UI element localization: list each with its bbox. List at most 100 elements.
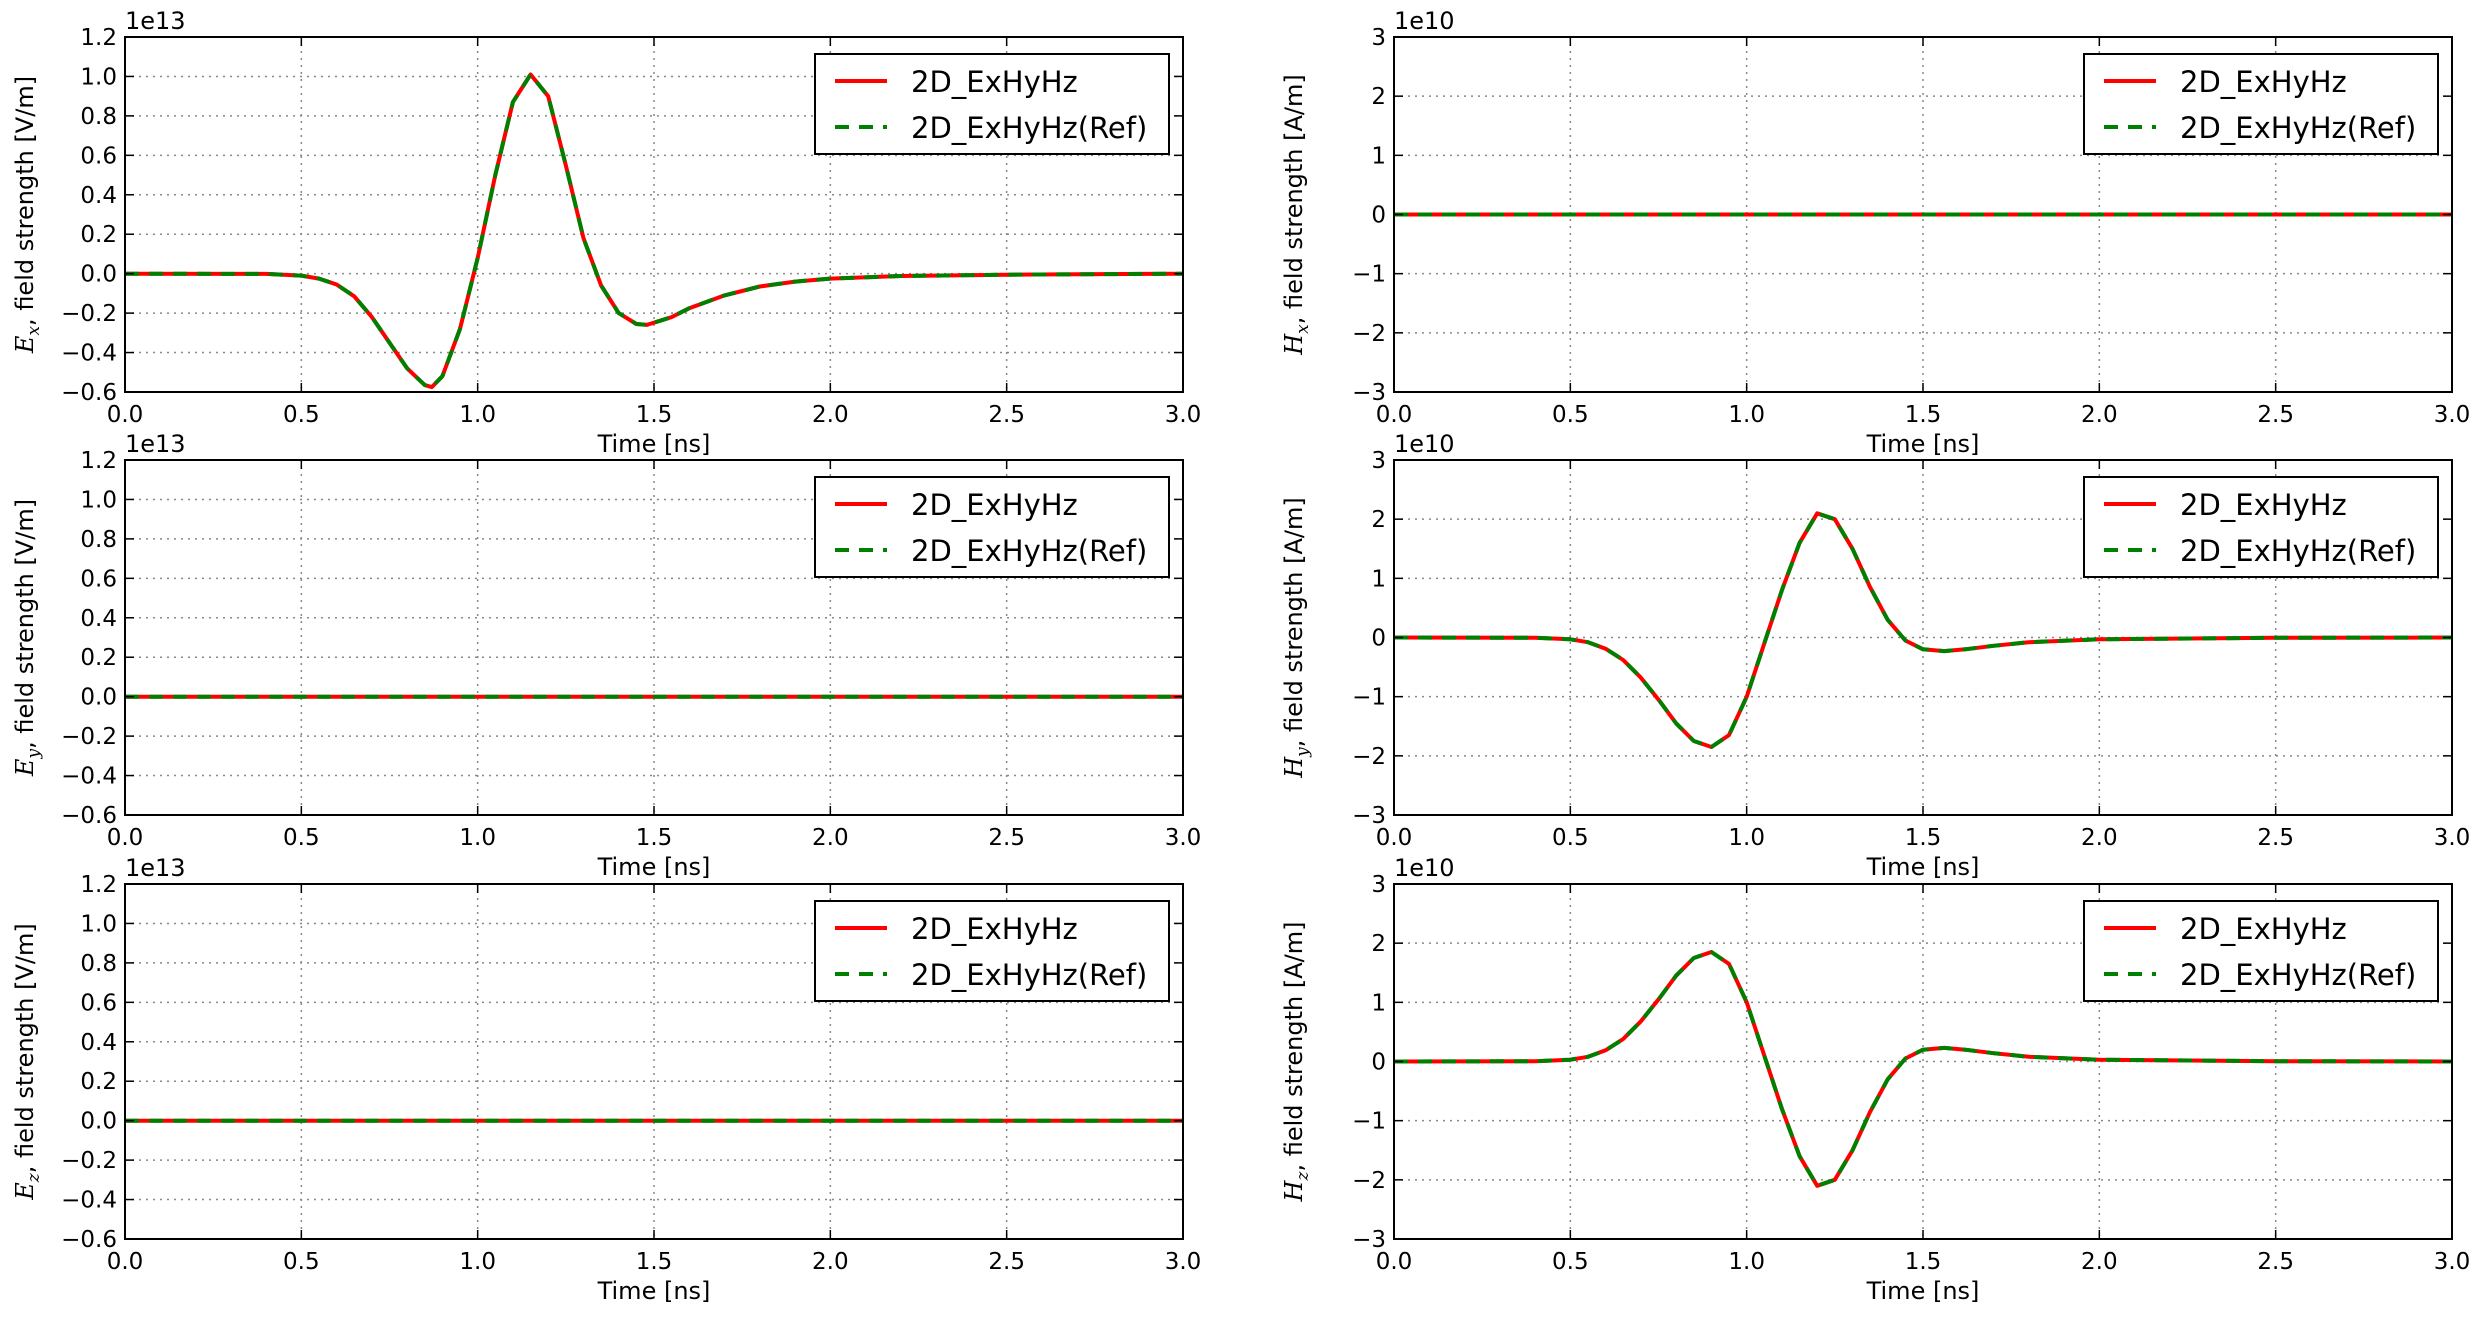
legend-box	[2083, 53, 2439, 155]
y-tick-label: 1.0	[80, 487, 117, 513]
y-tick-label: −3	[1352, 1227, 1386, 1253]
y-tick-label: −0.6	[61, 803, 117, 829]
legend-label: 2D_ExHyHz(Ref)	[911, 958, 1147, 992]
y-axis-text: , field strength [A/m]	[1280, 74, 1308, 324]
axis-exponent-label: 1e13	[125, 7, 186, 35]
x-tick-label: 1.0	[1728, 825, 1765, 851]
y-tick-label: 0.8	[80, 527, 117, 553]
x-tick-label: 1.0	[1728, 1249, 1765, 1275]
y-tick-label: 0.6	[80, 566, 117, 592]
y-tick-label: 0	[1371, 1050, 1386, 1076]
x-axis-label: Time [ns]	[597, 1277, 711, 1305]
legend-box	[814, 53, 1170, 155]
y-axis-text: , field strength [A/m]	[1280, 922, 1308, 1172]
y-axis-symbol: E	[11, 1182, 39, 1201]
x-tick-label: 1.5	[1905, 825, 1942, 851]
y-axis-label: Ex, field strength [V/m]	[11, 76, 44, 354]
y-axis-label: Hx, field strength [A/m]	[1280, 74, 1313, 356]
x-tick-label: 2.0	[2081, 825, 2118, 851]
axis-exponent-label: 1e10	[1394, 430, 1455, 458]
y-axis-subscript: x	[24, 326, 44, 336]
subplot-3: 0.0 0.5 1.0 1.5 2.0 2.5 3.0 −0.6 −0.4 −0.2 0.0 0.2 0…	[11, 430, 1201, 881]
y-tick-label: 0.6	[80, 143, 117, 169]
y-tick-label: −2	[1352, 744, 1386, 770]
legend-label: 2D_ExHyHz(Ref)	[911, 111, 1147, 145]
y-axis-subscript: z	[24, 1172, 44, 1183]
x-tick-label: 0.0	[1376, 825, 1413, 851]
x-tick-label: 0.5	[1552, 402, 1589, 428]
y-tick-label: −0.4	[61, 1188, 117, 1214]
x-axis-label: Time [ns]	[1866, 430, 1980, 458]
x-tick-label: 0.0	[107, 825, 144, 851]
y-tick-label: 2	[1371, 507, 1386, 533]
legend-box	[2083, 476, 2439, 578]
x-tick-label: 3.0	[2434, 1249, 2471, 1275]
series-line-ref	[1394, 950, 2452, 1188]
legend: 2D_ExHyHz 2D_ExHyHz(Ref)	[814, 476, 1170, 578]
legend: 2D_ExHyHz 2D_ExHyHz(Ref)	[2083, 900, 2439, 1002]
x-tick-label: 2.0	[812, 825, 849, 851]
y-tick-label: −1	[1352, 262, 1386, 288]
legend: 2D_ExHyHz 2D_ExHyHz(Ref)	[2083, 476, 2439, 578]
y-tick-label: 0.2	[80, 645, 117, 671]
x-tick-label: 1.0	[1728, 402, 1765, 428]
legend-label: 2D_ExHyHz(Ref)	[911, 534, 1147, 568]
y-tick-label: 0	[1371, 626, 1386, 652]
y-tick-label: −1	[1352, 1109, 1386, 1135]
y-tick-label: 0.0	[80, 1109, 117, 1135]
y-axis-subscript: y	[24, 749, 44, 760]
y-axis-label: Hz, field strength [A/m]	[1280, 922, 1313, 1203]
x-tick-label: 2.5	[988, 1249, 1025, 1275]
y-axis-subscript: z	[1293, 1171, 1313, 1182]
legend-label: 2D_ExHyHz(Ref)	[2180, 958, 2416, 992]
legend-box	[814, 900, 1170, 1002]
x-tick-label: 2.0	[812, 402, 849, 428]
y-tick-label: 0.6	[80, 990, 117, 1016]
y-tick-label: 0.0	[80, 262, 117, 288]
y-tick-label: −2	[1352, 1168, 1386, 1194]
series-line-ref	[1394, 511, 2452, 749]
x-tick-label: 0.5	[283, 402, 320, 428]
x-tick-label: 2.0	[812, 1249, 849, 1275]
axis-exponent-label: 1e13	[125, 854, 186, 882]
subplot-1: 0.0 0.5 1.0 1.5 2.0 2.5 3.0 −0.6 −0.4 −0.2 0.0 0.2 0…	[11, 7, 1201, 458]
legend: 2D_ExHyHz 2D_ExHyHz(Ref)	[814, 53, 1170, 155]
y-tick-label: 1	[1371, 143, 1386, 169]
legend-label: 2D_ExHyHz	[911, 65, 1078, 99]
x-tick-label: 2.0	[2081, 402, 2118, 428]
y-tick-label: 2	[1371, 84, 1386, 110]
x-tick-label: 1.0	[459, 402, 496, 428]
x-tick-label: 2.0	[2081, 1249, 2118, 1275]
subplot-5: 0.0 0.5 1.0 1.5 2.0 2.5 3.0 −0.6 −0.4 −0.2 0.0 0.2 0…	[11, 854, 1201, 1305]
y-tick-label: 0.2	[80, 222, 117, 248]
y-tick-label: 1.0	[80, 911, 117, 937]
y-tick-label: 0.4	[80, 606, 117, 632]
y-axis-symbol: E	[11, 758, 39, 777]
x-tick-label: 1.0	[459, 1249, 496, 1275]
y-tick-label: 3	[1371, 872, 1386, 898]
y-tick-label: 1.2	[80, 872, 117, 898]
y-axis-label: Hy, field strength [A/m]	[1280, 497, 1313, 779]
y-tick-label: 0.4	[80, 1030, 117, 1056]
y-axis-label: Ey, field strength [V/m]	[11, 499, 44, 777]
legend-box	[2083, 900, 2439, 1002]
y-axis-text: , field strength [V/m]	[11, 923, 39, 1173]
x-tick-label: 3.0	[1165, 402, 1202, 428]
x-tick-label: 1.5	[636, 825, 673, 851]
y-axis-symbol: E	[11, 335, 39, 354]
subplot-2: 0.0 0.5 1.0 1.5 2.0 2.5 3.0 −3 −2 −1 0 1 2 3 1e10 Time …	[1280, 7, 2470, 458]
y-axis-symbol: H	[1280, 756, 1308, 779]
x-tick-label: 3.0	[1165, 825, 1202, 851]
legend: 2D_ExHyHz 2D_ExHyHz(Ref)	[2083, 53, 2439, 155]
y-tick-label: 3	[1371, 25, 1386, 51]
x-tick-label: 2.5	[988, 402, 1025, 428]
x-tick-label: 0.0	[1376, 402, 1413, 428]
y-tick-label: 3	[1371, 448, 1386, 474]
y-axis-subscript: y	[1293, 747, 1313, 758]
x-tick-label: 3.0	[1165, 1249, 1202, 1275]
legend-label: 2D_ExHyHz	[2180, 488, 2347, 522]
y-tick-label: 0.4	[80, 183, 117, 209]
x-tick-label: 0.5	[283, 825, 320, 851]
legend: 2D_ExHyHz 2D_ExHyHz(Ref)	[814, 900, 1170, 1002]
